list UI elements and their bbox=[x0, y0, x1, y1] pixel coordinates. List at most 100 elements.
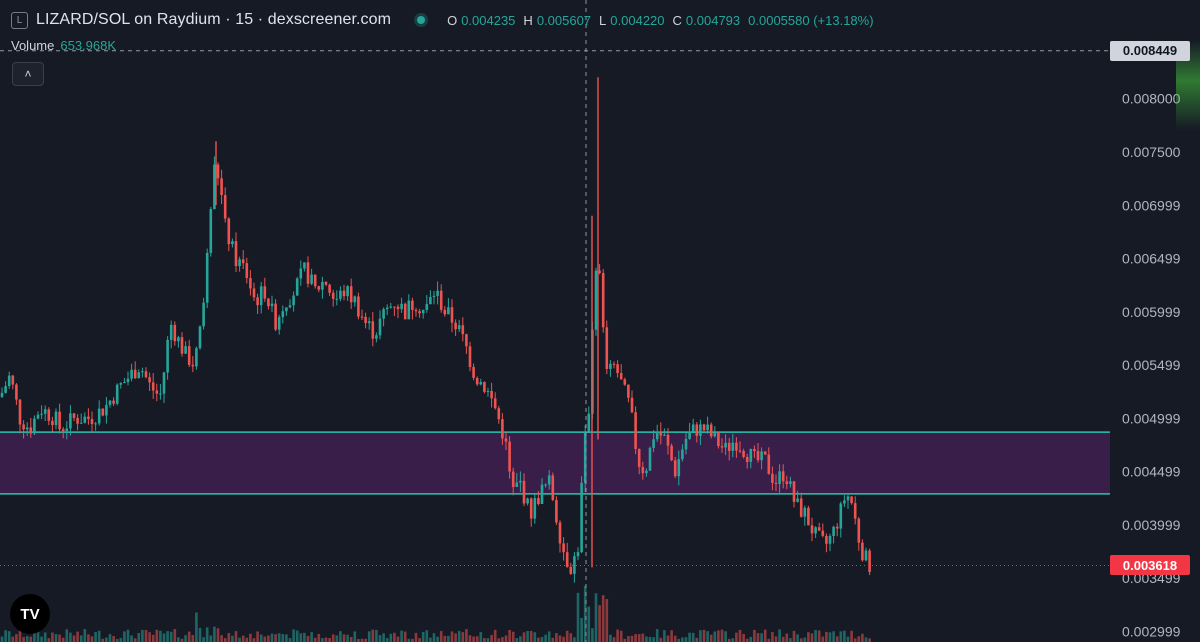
candle-body bbox=[292, 295, 295, 306]
volume-bar bbox=[15, 634, 18, 642]
candle-body bbox=[303, 262, 306, 269]
volume-bar bbox=[371, 629, 375, 642]
volume-bar bbox=[519, 636, 522, 642]
volume-bar bbox=[738, 629, 742, 642]
volume-bar bbox=[526, 631, 529, 642]
volume-bar bbox=[396, 636, 400, 642]
volume-bar bbox=[645, 636, 648, 642]
volume-bar bbox=[249, 633, 252, 642]
candle-body bbox=[277, 317, 281, 330]
close-value: 0.004793 bbox=[685, 12, 741, 28]
y-tick-label: 0.004999 bbox=[1122, 410, 1181, 426]
candle-body bbox=[378, 318, 382, 336]
y-tick-label: 0.004499 bbox=[1122, 464, 1181, 480]
candle-body bbox=[814, 527, 817, 534]
candle-body bbox=[367, 321, 371, 324]
volume-bar bbox=[807, 632, 810, 642]
volume-bar bbox=[180, 638, 184, 642]
candle-body bbox=[414, 309, 418, 312]
volume-bar bbox=[166, 631, 169, 642]
candle-body bbox=[115, 384, 119, 404]
volume-bar bbox=[159, 630, 162, 642]
candle-body bbox=[195, 348, 198, 367]
market-status-icon[interactable] bbox=[417, 16, 426, 24]
candle-body bbox=[357, 296, 360, 317]
volume-bar bbox=[162, 633, 166, 642]
volume-bar bbox=[256, 631, 259, 642]
volume-bar bbox=[339, 631, 342, 642]
candle-body bbox=[576, 552, 580, 557]
tradingview-logo[interactable]: TV bbox=[10, 594, 50, 634]
volume-bar bbox=[630, 635, 634, 642]
candle-body bbox=[699, 424, 702, 436]
volume-bar bbox=[378, 635, 382, 642]
volume-bar bbox=[83, 629, 87, 642]
volume-bar bbox=[306, 636, 310, 642]
volume-bar bbox=[202, 637, 205, 642]
volume-bar bbox=[321, 638, 324, 642]
candle-body bbox=[15, 384, 18, 400]
volume-bar bbox=[569, 633, 573, 642]
candle-body bbox=[583, 431, 587, 483]
candle-body bbox=[706, 424, 709, 431]
candle-body bbox=[533, 498, 537, 519]
volume-bar bbox=[115, 638, 119, 642]
volume-bar bbox=[137, 632, 141, 642]
candle-body bbox=[209, 209, 213, 253]
candle-body bbox=[767, 454, 771, 474]
volume-bar bbox=[187, 631, 191, 642]
volume-bar bbox=[126, 629, 130, 642]
volume-bar bbox=[853, 638, 857, 642]
candle-body bbox=[868, 550, 871, 573]
volume-bar bbox=[659, 637, 663, 642]
candle-body bbox=[69, 413, 72, 429]
candle-body bbox=[691, 424, 695, 432]
volume-bar bbox=[400, 630, 403, 642]
candle-body bbox=[558, 522, 562, 544]
volume-bar bbox=[457, 630, 461, 642]
candle-body bbox=[828, 536, 832, 544]
volume-bar bbox=[864, 637, 868, 642]
candle-body bbox=[112, 400, 115, 404]
volume-bar bbox=[177, 637, 180, 642]
chart-header: L LIZARD/SOL on Raydium · 15 · dexscreen… bbox=[0, 0, 1110, 40]
candle-body bbox=[785, 481, 789, 485]
volume-bar bbox=[565, 630, 569, 642]
candle-body bbox=[119, 383, 123, 385]
candle-body bbox=[97, 408, 101, 424]
candle-body bbox=[508, 441, 511, 472]
volume-bar bbox=[173, 629, 177, 642]
candle-body bbox=[313, 274, 317, 287]
candle-body bbox=[493, 398, 497, 409]
candle-body bbox=[799, 498, 803, 517]
candle-body bbox=[609, 363, 612, 369]
candle-body bbox=[789, 481, 792, 485]
volume-bar bbox=[61, 637, 65, 642]
candle-body bbox=[429, 297, 432, 305]
volume-bar bbox=[364, 638, 367, 642]
candle-body bbox=[79, 422, 83, 424]
y-tick-label: 0.008000 bbox=[1122, 91, 1181, 107]
volume-bar bbox=[429, 637, 432, 642]
volume-bar bbox=[713, 631, 717, 642]
volume-bar bbox=[270, 633, 274, 642]
volume-bar bbox=[792, 630, 796, 642]
candle-body bbox=[61, 429, 65, 432]
volume-bar bbox=[803, 637, 807, 642]
volume-bar bbox=[619, 630, 623, 642]
volume-bar bbox=[227, 633, 231, 642]
volume-bar bbox=[101, 638, 105, 642]
collapse-legend-button[interactable]: ˄ bbox=[12, 62, 44, 86]
candle-body bbox=[335, 298, 339, 300]
volume-bar bbox=[346, 634, 349, 642]
candle-body bbox=[105, 404, 108, 416]
candle-body bbox=[382, 309, 385, 319]
volume-bar bbox=[508, 629, 511, 642]
volume-bar bbox=[591, 628, 594, 642]
candle-body bbox=[299, 268, 303, 279]
volume-bar bbox=[220, 635, 223, 642]
candle-body bbox=[659, 431, 663, 436]
candle-body bbox=[598, 270, 601, 274]
